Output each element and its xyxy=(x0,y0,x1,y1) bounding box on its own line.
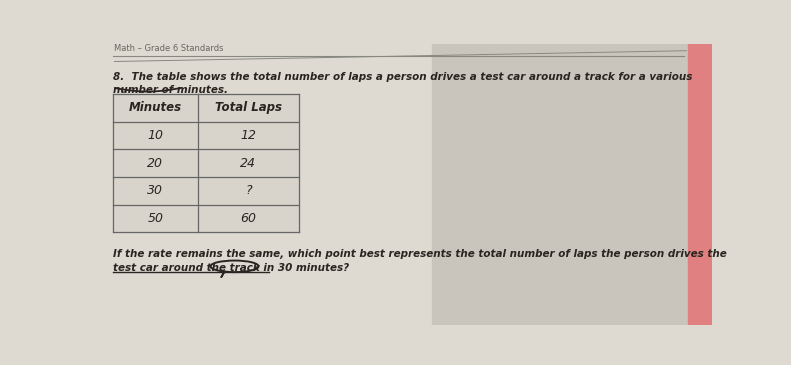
Bar xyxy=(198,94,299,122)
Text: ?: ? xyxy=(245,184,252,197)
Bar xyxy=(113,205,198,233)
Bar xyxy=(113,149,198,177)
Text: 20: 20 xyxy=(147,157,164,170)
Bar xyxy=(113,122,198,149)
Text: number of minutes.: number of minutes. xyxy=(113,85,228,95)
Text: test car around the track in 30 minutes?: test car around the track in 30 minutes? xyxy=(113,263,349,273)
Text: 24: 24 xyxy=(240,157,256,170)
Text: Minutes: Minutes xyxy=(129,101,182,114)
Bar xyxy=(198,205,299,233)
Bar xyxy=(198,149,299,177)
Text: If the rate remains the same, which point best represents the total number of la: If the rate remains the same, which poin… xyxy=(113,249,727,260)
Bar xyxy=(99,44,432,325)
Text: 60: 60 xyxy=(240,212,256,225)
Text: 8.  The table shows the total number of laps a person drives a test car around a: 8. The table shows the total number of l… xyxy=(113,72,692,82)
Bar xyxy=(113,177,198,205)
Bar xyxy=(198,177,299,205)
Bar xyxy=(432,44,688,325)
Text: Total Laps: Total Laps xyxy=(215,101,282,114)
Bar xyxy=(113,94,198,122)
Bar xyxy=(198,122,299,149)
Text: Math – Grade 6 Standards: Math – Grade 6 Standards xyxy=(115,44,224,53)
Text: 50: 50 xyxy=(147,212,164,225)
Bar xyxy=(688,44,712,325)
Text: 10: 10 xyxy=(147,129,164,142)
Text: 12: 12 xyxy=(240,129,256,142)
Text: 30: 30 xyxy=(147,184,164,197)
